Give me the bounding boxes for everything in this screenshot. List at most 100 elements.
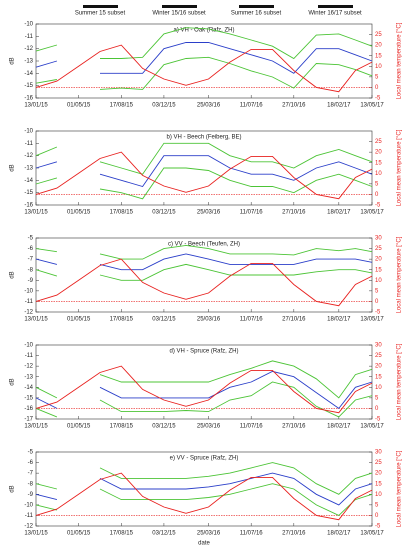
y-tick-label: -11 — [25, 513, 34, 519]
series-line — [35, 44, 373, 93]
series-line — [35, 365, 373, 414]
y2-tick-label: -5 — [375, 203, 381, 209]
y-tick-label: -10 — [24, 22, 33, 28]
y2-tick-label: 10 — [375, 171, 382, 177]
x-tick-label: 11/07/16 — [240, 531, 264, 537]
y2-tick-label: 0 — [375, 299, 379, 305]
y2-tick-label: 0 — [375, 192, 379, 198]
y2-axis-label: Local mean temperature [°C] — [397, 22, 403, 99]
y2-tick-label: 5 — [375, 74, 379, 80]
x-tick-label: 18/02/17 — [327, 424, 351, 430]
x-tick-label: 27/10/16 — [282, 531, 306, 537]
y-tick-label: -8 — [28, 267, 34, 273]
series-line — [35, 142, 373, 175]
series-line — [35, 253, 373, 271]
panel-title: d) VH - Spruce (Rafz, ZH) — [169, 349, 238, 355]
x-tick-label: 11/07/16 — [240, 210, 264, 216]
y-tick-label: -6 — [28, 246, 34, 252]
y-tick-label: -15 — [24, 83, 33, 89]
series-line — [35, 483, 373, 516]
y2-axis-label: Local mean temperature [°C] — [397, 129, 403, 206]
series-line — [35, 360, 373, 399]
y2-tick-label: 25 — [375, 246, 382, 252]
series-line — [35, 151, 373, 200]
series-line — [35, 258, 373, 307]
series-line — [35, 27, 373, 60]
y-tick-label: -12 — [24, 310, 33, 316]
series-line — [35, 167, 373, 200]
y-tick-label: -14 — [24, 385, 33, 391]
y2-tick-label: 5 — [375, 181, 379, 187]
y-tick-label: -5 — [28, 236, 34, 242]
x-tick-label: 13/01/15 — [24, 103, 48, 109]
x-tick-label: 13/05/17 — [360, 424, 384, 430]
subset-bar — [162, 5, 197, 8]
y-tick-label: -7 — [28, 257, 34, 263]
x-tick-label: 11/07/16 — [240, 424, 264, 430]
x-tick-label: 13/05/17 — [360, 103, 384, 109]
y2-tick-label: 25 — [375, 460, 382, 466]
panel-title: c) VV - Beech (Teufen, ZH) — [168, 242, 240, 248]
y2-tick-label: 25 — [375, 32, 382, 38]
y-tick-label: -16 — [24, 203, 33, 209]
y2-tick-label: 20 — [375, 471, 382, 477]
panel-title: a) VH - Oak (Rafz, ZH) — [173, 28, 234, 34]
x-tick-label: 03/12/15 — [152, 103, 176, 109]
x-tick-label: 01/05/15 — [67, 210, 91, 216]
x-tick-label: 13/05/17 — [360, 531, 384, 537]
y-tick-label: -14 — [24, 71, 33, 77]
y2-tick-label: 15 — [375, 53, 382, 59]
x-tick-label: 13/01/15 — [24, 317, 48, 323]
x-tick-label: 25/03/16 — [197, 317, 221, 323]
y-axis-label: dB — [10, 378, 16, 385]
y-tick-label: -12 — [24, 46, 33, 52]
x-tick-label: 01/05/15 — [67, 317, 91, 323]
y-tick-label: -10 — [24, 288, 33, 294]
panel-title: b) VH - Beech (Feiberg, BE) — [166, 135, 241, 141]
y2-tick-label: -5 — [375, 524, 381, 530]
series-line — [35, 263, 373, 281]
x-tick-label: 25/03/16 — [197, 531, 221, 537]
y2-tick-label: 25 — [375, 353, 382, 359]
subset-bar — [239, 5, 274, 8]
y2-tick-label: 15 — [375, 160, 382, 166]
y2-tick-label: 20 — [375, 364, 382, 370]
y2-tick-label: 20 — [375, 150, 382, 156]
series-line — [35, 155, 373, 188]
y2-tick-label: 10 — [375, 492, 382, 498]
series-line — [35, 370, 373, 410]
y2-tick-label: 15 — [375, 374, 382, 380]
x-tick-label: 18/02/17 — [327, 103, 351, 109]
y2-tick-label: -5 — [375, 310, 381, 316]
y2-tick-label: 10 — [375, 385, 382, 391]
y-tick-label: -11 — [25, 34, 34, 40]
y2-tick-label: 5 — [375, 395, 379, 401]
y-tick-label: -13 — [24, 374, 33, 380]
y-tick-label: -11 — [25, 141, 34, 147]
x-tick-label: 13/01/15 — [24, 210, 48, 216]
y-tick-label: -10 — [24, 129, 33, 135]
x-tick-label: 17/08/15 — [110, 531, 134, 537]
y-tick-label: -9 — [28, 278, 34, 284]
y2-tick-label: 30 — [375, 236, 382, 242]
series-line — [35, 244, 373, 260]
y-tick-label: -13 — [24, 166, 33, 172]
subset-label: Summer 15 subset — [75, 11, 126, 17]
x-tick-label: 13/05/17 — [360, 317, 384, 323]
x-tick-label: 17/08/15 — [110, 103, 134, 109]
x-tick-label: 03/12/15 — [152, 424, 176, 430]
y2-tick-label: 25 — [375, 139, 382, 145]
x-tick-label: 27/10/16 — [282, 424, 306, 430]
x-tick-label: 01/05/15 — [67, 103, 91, 109]
y-tick-label: -10 — [24, 502, 33, 508]
y-axis-label: dB — [10, 485, 16, 492]
series-line — [35, 472, 373, 506]
series-line — [35, 42, 373, 74]
x-tick-label: 27/10/16 — [282, 210, 306, 216]
y-tick-label: -12 — [24, 524, 33, 530]
y-tick-label: -12 — [24, 153, 33, 159]
series-line — [35, 381, 373, 418]
y2-tick-label: -5 — [375, 417, 381, 423]
y2-tick-label: 30 — [375, 450, 382, 456]
